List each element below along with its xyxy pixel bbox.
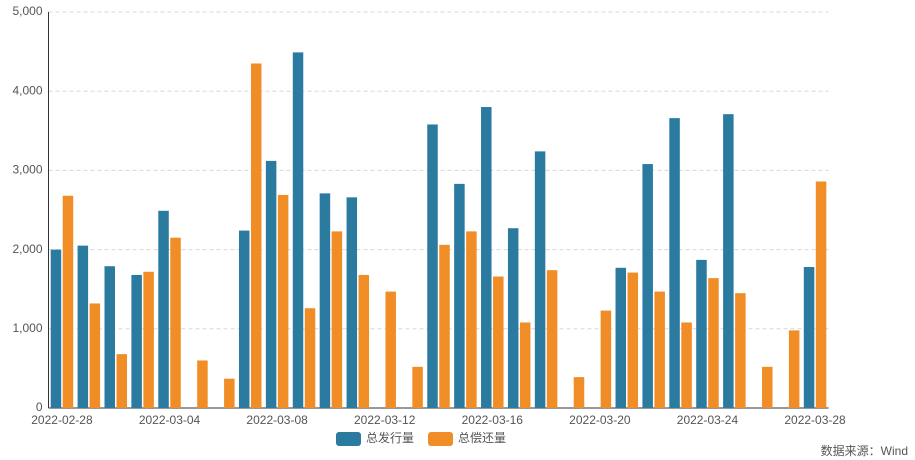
x-tick-label: 2022-03-20: [569, 413, 631, 427]
x-tick-label: 2022-03-12: [354, 413, 416, 427]
bar: [669, 118, 680, 409]
y-tick-label: 2,000: [12, 242, 42, 256]
source-note: 数据来源：Wind: [821, 443, 908, 458]
x-tick-label: 2022-03-04: [139, 413, 201, 427]
bar: [493, 276, 504, 408]
x-tick-label: 2022-03-28: [784, 413, 846, 427]
bar: [762, 366, 773, 408]
bar: [600, 310, 612, 408]
bar: [158, 210, 169, 408]
bar: [708, 278, 719, 408]
bar: [50, 249, 62, 408]
legend-swatch: [336, 432, 361, 446]
bar: [534, 151, 546, 408]
bar: [519, 322, 531, 408]
bar: [439, 244, 450, 408]
y-tick-label: 1,000: [12, 321, 42, 335]
legend-swatch: [428, 432, 454, 446]
bar: [131, 274, 142, 408]
bar: [319, 193, 331, 408]
y-tick-label: 4,000: [12, 83, 42, 97]
x-tick-label: 2022-03-24: [677, 413, 739, 427]
bar: [331, 231, 343, 408]
bar: [358, 274, 370, 408]
bar: [427, 124, 438, 409]
bar: [803, 267, 815, 408]
bar: [277, 194, 289, 408]
bar: [573, 377, 585, 408]
bar: [265, 160, 277, 408]
bar: [346, 197, 358, 408]
y-tick-label: 5,000: [12, 4, 42, 18]
bar: [304, 308, 316, 408]
bar: [696, 259, 707, 408]
bar: [723, 114, 734, 408]
bar: [454, 183, 465, 408]
bar: [466, 231, 477, 408]
bar: [385, 291, 396, 408]
bar: [250, 63, 262, 408]
bar: [788, 330, 800, 408]
bar: [507, 228, 519, 408]
bar: [815, 181, 827, 408]
bar: [224, 378, 235, 408]
bar: [412, 366, 423, 408]
bar: [642, 164, 653, 408]
bar: [292, 52, 304, 408]
bar: [170, 237, 181, 408]
bar: [104, 266, 115, 408]
y-tick-label: 0: [36, 400, 43, 414]
bar: [77, 245, 89, 408]
bar: [681, 322, 692, 408]
bar: [654, 291, 665, 408]
x-tick-label: 2022-03-08: [246, 413, 308, 427]
bar: [546, 270, 558, 408]
legend-label: 总发行量: [366, 430, 414, 445]
bar: [627, 272, 639, 408]
bar: [197, 360, 208, 408]
bar: [238, 230, 250, 408]
bar: [481, 107, 492, 408]
y-tick-label: 3,000: [12, 163, 42, 177]
bar: [116, 354, 127, 408]
x-tick-label: 2022-02-28: [31, 413, 93, 427]
bar: [143, 271, 154, 408]
bar: [615, 267, 627, 408]
bar: [735, 293, 746, 408]
bar: [62, 195, 74, 408]
x-tick-label: 2022-03-16: [462, 413, 524, 427]
legend-label: 总偿还量: [458, 430, 506, 445]
bar: [89, 303, 101, 408]
